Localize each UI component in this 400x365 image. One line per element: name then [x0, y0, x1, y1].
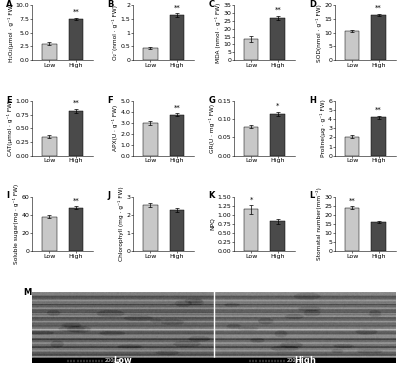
Text: High: High	[294, 356, 316, 365]
Bar	[345, 137, 360, 155]
Text: **: **	[72, 9, 79, 15]
Text: **: **	[174, 4, 180, 10]
Y-axis label: APX(U · g⁻¹ FW): APX(U · g⁻¹ FW)	[112, 105, 118, 151]
Y-axis label: NPQ: NPQ	[210, 218, 215, 230]
Bar	[371, 15, 386, 60]
Text: A: A	[6, 0, 13, 9]
Y-axis label: SOD(nmol · g⁻¹ FW): SOD(nmol · g⁻¹ FW)	[316, 4, 322, 62]
Text: D: D	[309, 0, 316, 9]
Bar	[270, 18, 285, 60]
Text: M: M	[23, 288, 31, 297]
Bar	[42, 137, 57, 155]
Text: **: **	[375, 5, 382, 11]
Bar	[345, 31, 360, 60]
Bar	[371, 222, 386, 251]
Text: E: E	[6, 96, 12, 105]
Text: B: B	[107, 0, 114, 9]
Y-axis label: O₂⁻(nmol · g⁻¹ FW): O₂⁻(nmol · g⁻¹ FW)	[112, 5, 118, 60]
Bar	[371, 118, 386, 155]
Text: K: K	[208, 191, 214, 200]
Bar	[68, 111, 83, 155]
Text: **: **	[375, 107, 382, 113]
Text: **: **	[349, 197, 356, 203]
Text: **: **	[72, 100, 79, 106]
Text: Low: Low	[114, 356, 132, 365]
Y-axis label: Stomatal number(mm⁻²): Stomatal number(mm⁻²)	[316, 188, 322, 260]
Bar	[42, 217, 57, 251]
Text: 200μm: 200μm	[105, 358, 122, 363]
Bar	[143, 123, 158, 155]
Bar	[170, 15, 184, 60]
Text: J: J	[107, 191, 110, 200]
Text: C: C	[208, 0, 214, 9]
Text: **: **	[72, 198, 79, 204]
Bar	[68, 208, 83, 251]
Bar	[170, 210, 184, 251]
Text: I: I	[6, 191, 9, 200]
Bar	[270, 222, 285, 251]
Y-axis label: Soluble sugar(mg · g⁻¹ FW): Soluble sugar(mg · g⁻¹ FW)	[13, 184, 19, 264]
Bar	[68, 19, 83, 60]
Text: L: L	[309, 191, 314, 200]
Bar	[345, 208, 360, 251]
Bar	[170, 115, 184, 155]
Bar	[244, 210, 258, 251]
Bar	[143, 205, 158, 251]
Text: *: *	[276, 103, 280, 109]
Text: *: *	[250, 196, 253, 202]
Y-axis label: GR(U · mg⁻¹ FW): GR(U · mg⁻¹ FW)	[209, 104, 215, 153]
Bar	[270, 114, 285, 155]
Text: 200μm: 200μm	[287, 358, 304, 363]
Y-axis label: MDA (nmol · g⁻¹ FW): MDA (nmol · g⁻¹ FW)	[215, 3, 221, 63]
Bar	[143, 48, 158, 60]
Bar	[42, 44, 57, 60]
Y-axis label: Chlorophyll (mg · g⁻¹ FW): Chlorophyll (mg · g⁻¹ FW)	[118, 187, 124, 261]
Bar	[244, 127, 258, 155]
Text: F: F	[107, 96, 113, 105]
Bar	[214, 358, 396, 363]
Text: **: **	[274, 7, 281, 13]
Bar	[244, 39, 258, 60]
Y-axis label: CAT(μmol · g⁻¹ FW): CAT(μmol · g⁻¹ FW)	[7, 100, 13, 157]
Y-axis label: Proline(μg · g⁻¹ FW): Proline(μg · g⁻¹ FW)	[320, 99, 326, 157]
Text: G: G	[208, 96, 215, 105]
Text: H: H	[309, 96, 316, 105]
Y-axis label: H₂O₂(μmol · g⁻¹ FW): H₂O₂(μmol · g⁻¹ FW)	[8, 3, 14, 62]
Text: **: **	[174, 105, 180, 111]
Bar	[32, 358, 214, 363]
